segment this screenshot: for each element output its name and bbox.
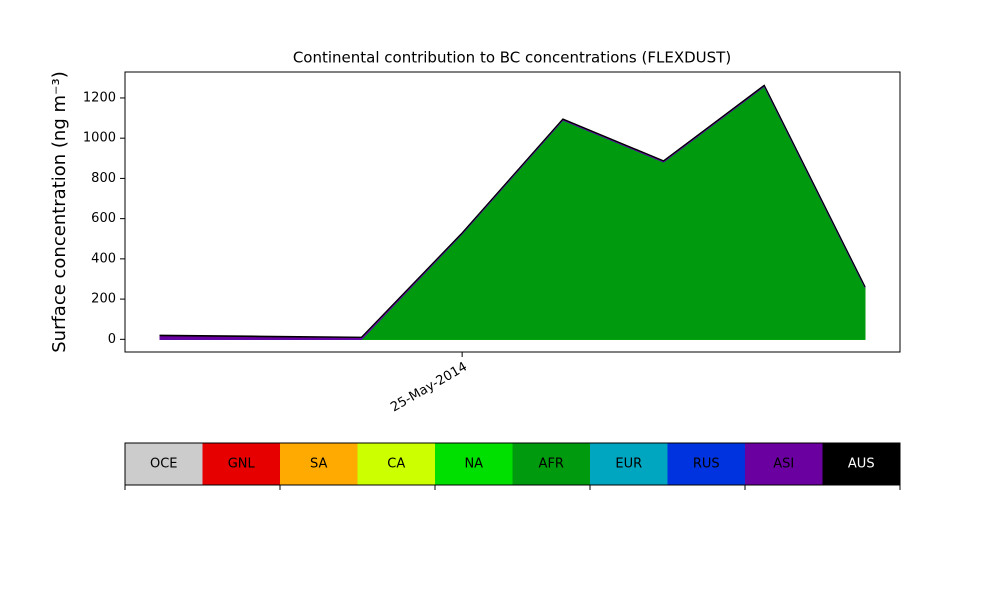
legend-label: NA xyxy=(464,457,483,472)
legend-label: AFR xyxy=(539,457,564,472)
legend-label: GNL xyxy=(228,457,256,472)
legend-swatch xyxy=(512,443,590,485)
y-tick-label: 400 xyxy=(91,251,116,266)
legend-swatch xyxy=(435,443,513,485)
legend-swatch xyxy=(125,443,203,485)
legend-swatch xyxy=(590,443,668,485)
legend-swatch xyxy=(822,443,900,485)
legend-label: OCE xyxy=(150,457,178,472)
y-axis-label: Surface concentration (ng m⁻³) xyxy=(49,71,70,353)
legend-label: CA xyxy=(387,457,405,472)
y-tick-label: 600 xyxy=(91,211,116,226)
y-tick-label: 200 xyxy=(91,292,116,307)
legend-label: RUS xyxy=(693,457,720,472)
legend-label: SA xyxy=(310,457,327,472)
x-tick-label: 25-May-2014 xyxy=(388,360,470,416)
plot-frame xyxy=(124,71,901,353)
chart-title: Continental contribution to BC concentra… xyxy=(293,49,731,67)
legend-swatch xyxy=(667,443,745,485)
area xyxy=(160,85,866,340)
y-tick-label: 1200 xyxy=(83,90,116,105)
legend-swatch xyxy=(357,443,435,485)
y-tick-label: 800 xyxy=(91,171,116,186)
legend-swatch xyxy=(280,443,358,485)
area xyxy=(159,84,866,339)
y-tick-label: 0 xyxy=(108,332,116,347)
y-tick-label: 1000 xyxy=(83,131,116,146)
legend-label: EUR xyxy=(615,457,642,472)
legend-label: ASI xyxy=(773,457,794,472)
legend-label: AUS xyxy=(848,457,875,472)
legend-swatch xyxy=(202,443,280,485)
legend-frame xyxy=(124,442,901,486)
legend-swatch xyxy=(745,443,823,485)
